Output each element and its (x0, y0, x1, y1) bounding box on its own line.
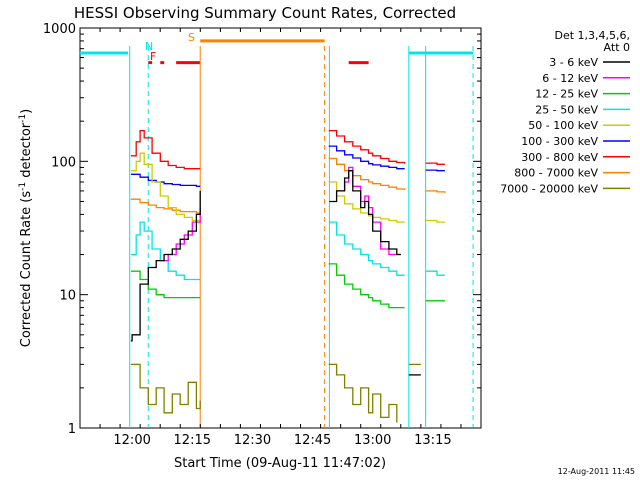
series-line-3-6-kev (329, 170, 401, 256)
x-tick-label: 12:30 (234, 433, 271, 448)
x-tick-label: 13:15 (414, 433, 451, 448)
series-line-6-12-kev (160, 207, 201, 262)
legend-label-3-6-kev: 3 - 6 keV (549, 56, 598, 69)
series-line-50-100-kev (130, 152, 201, 223)
series-line-100-300-kev (130, 173, 201, 187)
y-axis-label-main: Corrected Count Rate (s (19, 191, 34, 348)
series-line-300-800-kev (328, 129, 406, 164)
series-line-7000-20000-kev (130, 363, 201, 414)
series-line-800-7000-kev (328, 157, 406, 190)
legend: 3 - 6 keV 6 - 12 keV 12 - 25 keV 25 - 50 ke… (500, 56, 630, 195)
y-tick-label: 1000 (43, 22, 76, 37)
series-line-100-300-kev (328, 145, 405, 170)
legend-label-100-300-kev: 100 - 300 keV (521, 135, 598, 148)
y-tick-label: 1 (68, 422, 76, 437)
gap-markers (129, 46, 474, 428)
legend-label-300-800-kev: 300 - 800 keV (521, 151, 598, 164)
legend-label-25-50-kev: 25 - 50 keV (535, 103, 598, 116)
x-tick-label: 12:45 (294, 433, 331, 448)
y-axis-label-mid: detector (19, 122, 34, 182)
x-tick-label: 12:00 (113, 433, 150, 448)
legend-label-800-7000-kev: 800 - 7000 keV (514, 167, 598, 180)
series-line-300-800-kev (425, 162, 445, 165)
axes: 1 10 100 1000 12:00 12:15 12:30 12:45 13:00 13:15 (43, 22, 481, 448)
series-line-25-50-kev (130, 221, 201, 281)
annotation-s: S (188, 31, 195, 44)
series-lines (130, 129, 446, 423)
series-line-7000-20000-kev (328, 363, 398, 423)
legend-title: Det 1,3,4,5,6, (554, 29, 630, 42)
footer-date: 12-Aug-2011 11:45 (558, 467, 635, 476)
y-axis-label-end: ) (19, 109, 34, 114)
series-line-50-100-kev (425, 219, 445, 223)
x-tick-label: 13:00 (354, 433, 391, 448)
x-tick-label: 12:15 (174, 433, 211, 448)
legend-label-12-25-kev: 12 - 25 keV (535, 88, 598, 101)
chart-title: HESSI Observing Summary Count Rates, Cor… (74, 4, 456, 22)
y-axis-label-sup1: -1 (18, 182, 28, 191)
y-axis-label: Corrected Count Rate (s-1 detector-1) (18, 109, 34, 347)
legend-label-50-100-kev: 50 - 100 keV (528, 119, 598, 132)
y-tick-label: 10 (59, 289, 76, 304)
series-line-100-300-kev (425, 169, 445, 172)
annotation-f: F (150, 50, 156, 63)
series-line-800-7000-kev (130, 198, 201, 214)
series-line-300-800-kev (130, 129, 201, 170)
series-line-800-7000-kev (425, 190, 446, 193)
annotation-n: N (145, 40, 153, 53)
series-line-12-25-kev (328, 263, 405, 309)
y-tick-label: 100 (51, 155, 76, 170)
y-axis-label-sup2: -1 (18, 114, 28, 123)
x-axis-label: Start Time (09-Aug-11 11:47:02) (174, 456, 386, 471)
series-line-25-50-kev (425, 270, 445, 276)
legend-label-6-12-kev: 6 - 12 keV (542, 72, 598, 85)
series-line-25-50-kev (328, 221, 405, 276)
legend-subtitle: Att 0 (604, 41, 630, 54)
state-bars (79, 39, 474, 65)
legend-label-7000-20000-kev: 7000 - 20000 keV (500, 182, 598, 195)
series-line-3-6-kev (130, 190, 201, 342)
series-line-12-25-kev (130, 270, 201, 299)
